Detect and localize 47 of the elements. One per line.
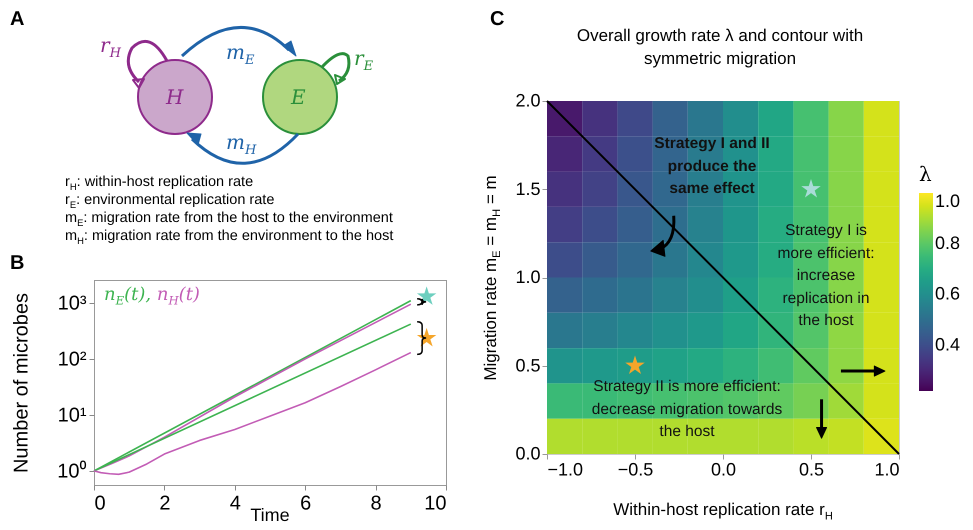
x-tick-label: −1.0 — [548, 460, 584, 480]
chart-title: Overall growth rate λ and contour with symmetric migration — [576, 25, 864, 70]
x-tick-label: 10 — [424, 492, 446, 514]
annotation: Strategy I is more efficient: increase replication in the host — [777, 221, 875, 331]
color-bar-label: 0.6 — [935, 284, 960, 304]
text: B — [10, 252, 24, 275]
x-tick-label: 2 — [159, 492, 170, 514]
x-tick-label: 4 — [230, 492, 241, 514]
x-tick-label: 1.0 — [874, 460, 900, 480]
x-tick-label: 0.0 — [710, 460, 736, 480]
text: m$_{H}$ — [226, 130, 256, 158]
y-tick-label: 2.0 — [515, 90, 540, 110]
y-tick-label: 10³ — [58, 292, 87, 314]
color-bar-label: 0.8 — [935, 232, 960, 253]
text: H — [166, 85, 184, 109]
text: r$_{E}$ — [354, 46, 374, 74]
y-tick-label: 1.5 — [515, 178, 540, 199]
x-tick-label: 0 — [94, 492, 106, 514]
y-tick-label: 1.0 — [515, 267, 540, 287]
text: m$_{E}$ — [226, 40, 254, 68]
y-tick-label: 10² — [58, 348, 87, 370]
y-tick-label: 10¹ — [58, 404, 87, 426]
color-bar-label: 0.4 — [935, 334, 960, 354]
text: A — [10, 8, 24, 31]
x-axis-title: Time — [250, 505, 290, 526]
x-tick-label: −0.5 — [618, 460, 654, 480]
annotation: Strategy II is more efficient: decrease migration towards the host — [592, 377, 782, 442]
color-bar-label: 1.0 — [935, 191, 960, 211]
text: m$_{H}$: migration rate from the environment to the host — [65, 228, 394, 246]
x-axis-title: Within-host replication rate r$_{H}$ — [613, 500, 833, 522]
text: C — [490, 8, 504, 31]
color-bar-title: λ — [919, 162, 932, 186]
text: n$_{E}$(t), — [104, 284, 152, 308]
y-tick-label: 0.0 — [515, 444, 540, 464]
text: r$_{H}$ — [100, 33, 121, 61]
text: r$_{H}$: within-host replication rate — [65, 174, 254, 192]
y-axis-title: Number of microbes — [10, 292, 34, 473]
annotation: Strategy I and II produce the same effect — [654, 134, 770, 199]
y-tick-label: 0.5 — [515, 355, 540, 376]
y-tick-label: 10⁰ — [57, 459, 86, 482]
text: n$_{H}$(t) — [156, 284, 200, 308]
text: m$_{E}$: migration rate from the host to the environment — [65, 210, 393, 228]
x-tick-label: 8 — [370, 492, 382, 514]
x-tick-label: 6 — [300, 492, 312, 514]
x-tick-label: 0.5 — [798, 460, 824, 480]
text: E — [291, 85, 306, 109]
text: r$_{E}$: environmental replication rate — [65, 192, 274, 210]
